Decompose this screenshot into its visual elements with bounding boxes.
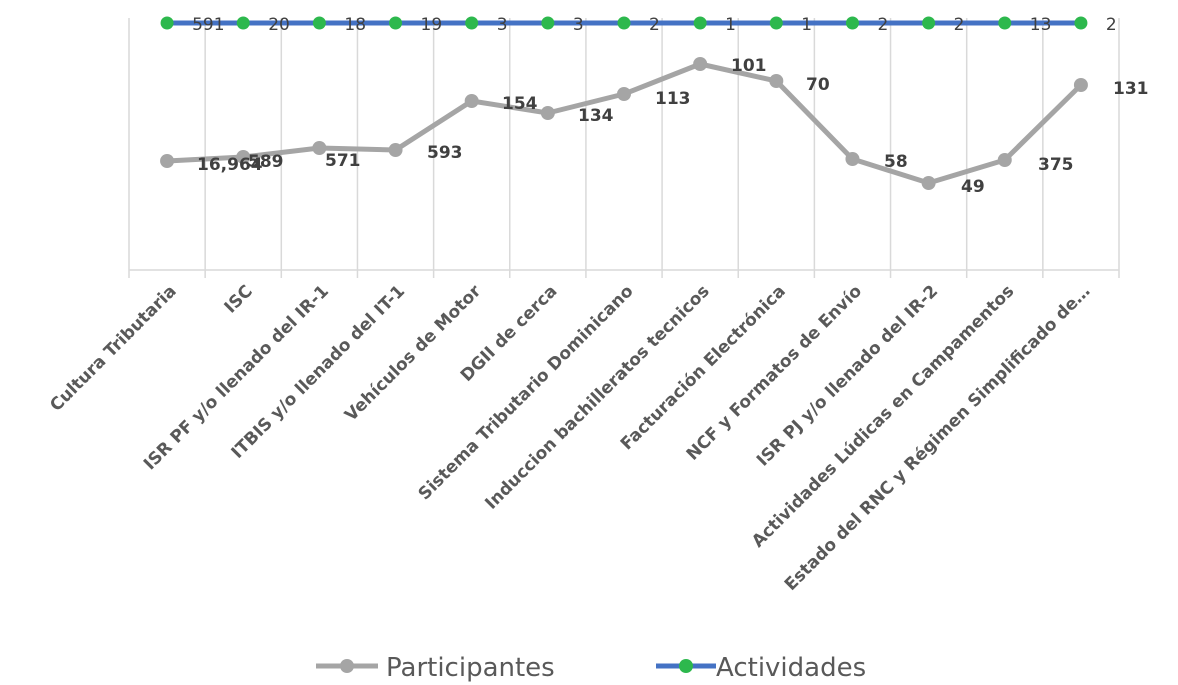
data-label-actividades: 3	[573, 15, 584, 35]
data-label-actividades: 2	[1106, 15, 1117, 35]
data-label-participantes: 113	[655, 89, 691, 109]
point-participantes[interactable]	[160, 154, 175, 168]
point-participantes[interactable]	[540, 106, 555, 120]
point-participantes[interactable]	[388, 143, 403, 157]
point-participantes[interactable]	[1073, 78, 1088, 92]
data-label-participantes: 154	[502, 94, 538, 114]
data-label-participantes: 571	[325, 151, 361, 171]
point-actividades[interactable]	[1074, 16, 1088, 30]
point-participantes[interactable]	[693, 57, 708, 71]
data-label-actividades: 3	[497, 15, 508, 35]
series-line-participantes	[166, 61, 1083, 186]
point-actividades[interactable]	[236, 16, 250, 30]
category-label: Vehículos de Motor	[341, 281, 486, 426]
data-label-actividades: 1	[725, 15, 736, 35]
point-actividades[interactable]	[845, 16, 859, 30]
legend-item-participantes[interactable]: Participantes	[316, 653, 555, 683]
category-label: ISC	[221, 281, 257, 317]
point-participantes[interactable]	[921, 176, 936, 190]
category-label: Cultura Tributaria	[46, 281, 180, 415]
data-label-participantes: 49	[961, 177, 985, 197]
series-lines	[160, 16, 1088, 190]
category-label: Facturación Electrónica	[617, 281, 790, 454]
point-actividades[interactable]	[617, 16, 631, 30]
data-label-actividades: 591	[192, 15, 224, 35]
point-actividades[interactable]	[160, 16, 174, 30]
data-label-participantes: 131	[1113, 79, 1149, 99]
point-actividades[interactable]	[465, 16, 479, 30]
legend-item-actividades[interactable]: Actividades	[656, 653, 866, 683]
legend: Participantes Actividades	[316, 653, 866, 683]
point-participantes[interactable]	[769, 74, 784, 88]
category-label: Actividades Lúdicas en Campamentos	[748, 281, 1018, 551]
data-label-participantes: 134	[578, 106, 614, 126]
data-label-actividades: 1	[801, 15, 812, 35]
point-actividades[interactable]	[769, 16, 783, 30]
legend-marker-participantes	[340, 659, 354, 673]
legend-label-participantes: Participantes	[386, 653, 555, 683]
point-actividades[interactable]	[922, 16, 936, 30]
point-participantes[interactable]	[845, 152, 860, 166]
gridlines	[128, 18, 1120, 278]
point-participantes[interactable]	[617, 87, 631, 101]
data-label-participantes: 589	[248, 152, 284, 172]
data-label-participantes: 101	[731, 56, 767, 76]
data-label-actividades: 2	[649, 15, 660, 35]
legend-label-actividades: Actividades	[716, 653, 866, 683]
data-label-actividades: 19	[421, 15, 443, 35]
data-label-participantes: 375	[1038, 155, 1074, 175]
point-participantes[interactable]	[464, 94, 479, 108]
point-participantes[interactable]	[997, 153, 1012, 167]
point-actividades[interactable]	[998, 16, 1012, 30]
data-label-participantes: 593	[427, 143, 463, 163]
point-actividades[interactable]	[389, 16, 403, 30]
data-label-participantes: 58	[884, 152, 908, 172]
data-label-actividades: 13	[1030, 15, 1052, 35]
point-participantes[interactable]	[236, 150, 251, 164]
data-label-participantes: 70	[806, 75, 830, 95]
data-label-actividades: 20	[268, 15, 290, 35]
point-participantes[interactable]	[312, 141, 327, 155]
data-label-participantes: 16,964	[197, 155, 263, 175]
data-label-actividades: 18	[344, 15, 366, 35]
legend-marker-actividades	[679, 659, 693, 673]
point-actividades[interactable]	[541, 16, 555, 30]
data-label-actividades: 2	[877, 15, 888, 35]
point-actividades[interactable]	[693, 16, 707, 30]
data-label-actividades: 2	[954, 15, 965, 35]
point-actividades[interactable]	[312, 16, 326, 30]
